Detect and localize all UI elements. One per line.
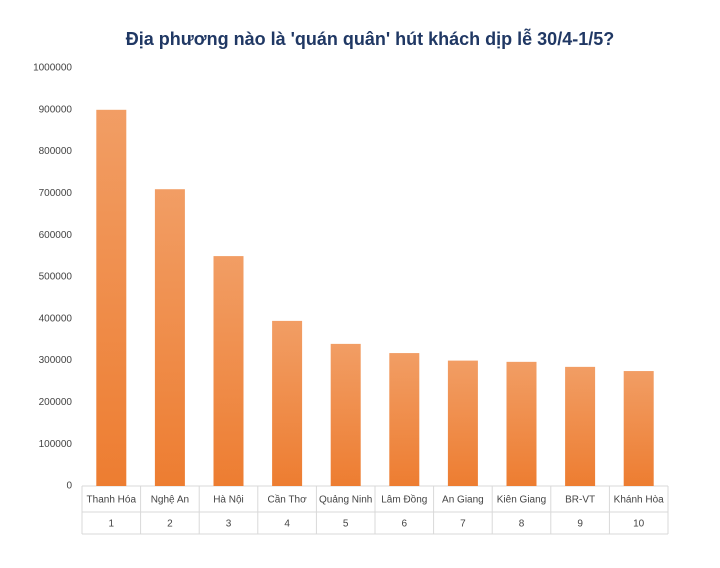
y-tick-label: 300000 bbox=[39, 355, 73, 366]
rank-label: 4 bbox=[284, 519, 290, 530]
rank-label: 7 bbox=[460, 519, 466, 530]
y-tick-label: 200000 bbox=[39, 397, 73, 408]
x-tick-label: Nghệ An bbox=[151, 495, 189, 506]
y-tick-label: 500000 bbox=[39, 272, 73, 283]
rank-label: 10 bbox=[633, 519, 645, 530]
bar bbox=[447, 360, 478, 486]
x-tick-label: Thanh Hóa bbox=[87, 495, 137, 506]
y-tick-label: 700000 bbox=[39, 188, 73, 199]
y-tick-label: 0 bbox=[66, 481, 72, 492]
rank-label: 3 bbox=[226, 519, 232, 530]
chart-title: Địa phương nào là 'quán quân' hút khách … bbox=[126, 28, 614, 49]
x-tick-label: Khánh Hòa bbox=[614, 495, 664, 506]
bar bbox=[96, 109, 127, 487]
rank-label: 9 bbox=[577, 519, 583, 530]
y-tick-label: 600000 bbox=[39, 230, 73, 241]
rank-label: 5 bbox=[343, 519, 349, 530]
x-tick-label: BR-VT bbox=[565, 495, 595, 506]
y-tick-label: 900000 bbox=[39, 104, 73, 115]
x-tick-label: Hà Nội bbox=[213, 495, 244, 506]
x-tick-label: Quảng Ninh bbox=[319, 495, 372, 506]
bar bbox=[154, 189, 185, 486]
bar bbox=[272, 320, 303, 486]
rank-label: 2 bbox=[167, 519, 173, 530]
y-tick-label: 800000 bbox=[39, 146, 73, 157]
bar bbox=[389, 353, 420, 486]
x-tick-label: Cần Thơ bbox=[268, 494, 308, 506]
bar bbox=[623, 371, 654, 486]
y-tick-label: 100000 bbox=[39, 439, 73, 450]
x-tick-label: Lâm Đồng bbox=[381, 494, 427, 506]
rank-label: 1 bbox=[109, 519, 115, 530]
y-tick-label: 1000000 bbox=[33, 63, 72, 74]
bar bbox=[330, 343, 361, 486]
rank-label: 6 bbox=[402, 519, 408, 530]
y-tick-label: 400000 bbox=[39, 313, 73, 324]
rank-label: 8 bbox=[519, 519, 525, 530]
bar bbox=[565, 366, 596, 486]
x-tick-label: An Giang bbox=[442, 495, 484, 506]
bar bbox=[506, 361, 537, 486]
x-tick-label: Kiên Giang bbox=[497, 495, 546, 506]
bar bbox=[213, 256, 244, 486]
